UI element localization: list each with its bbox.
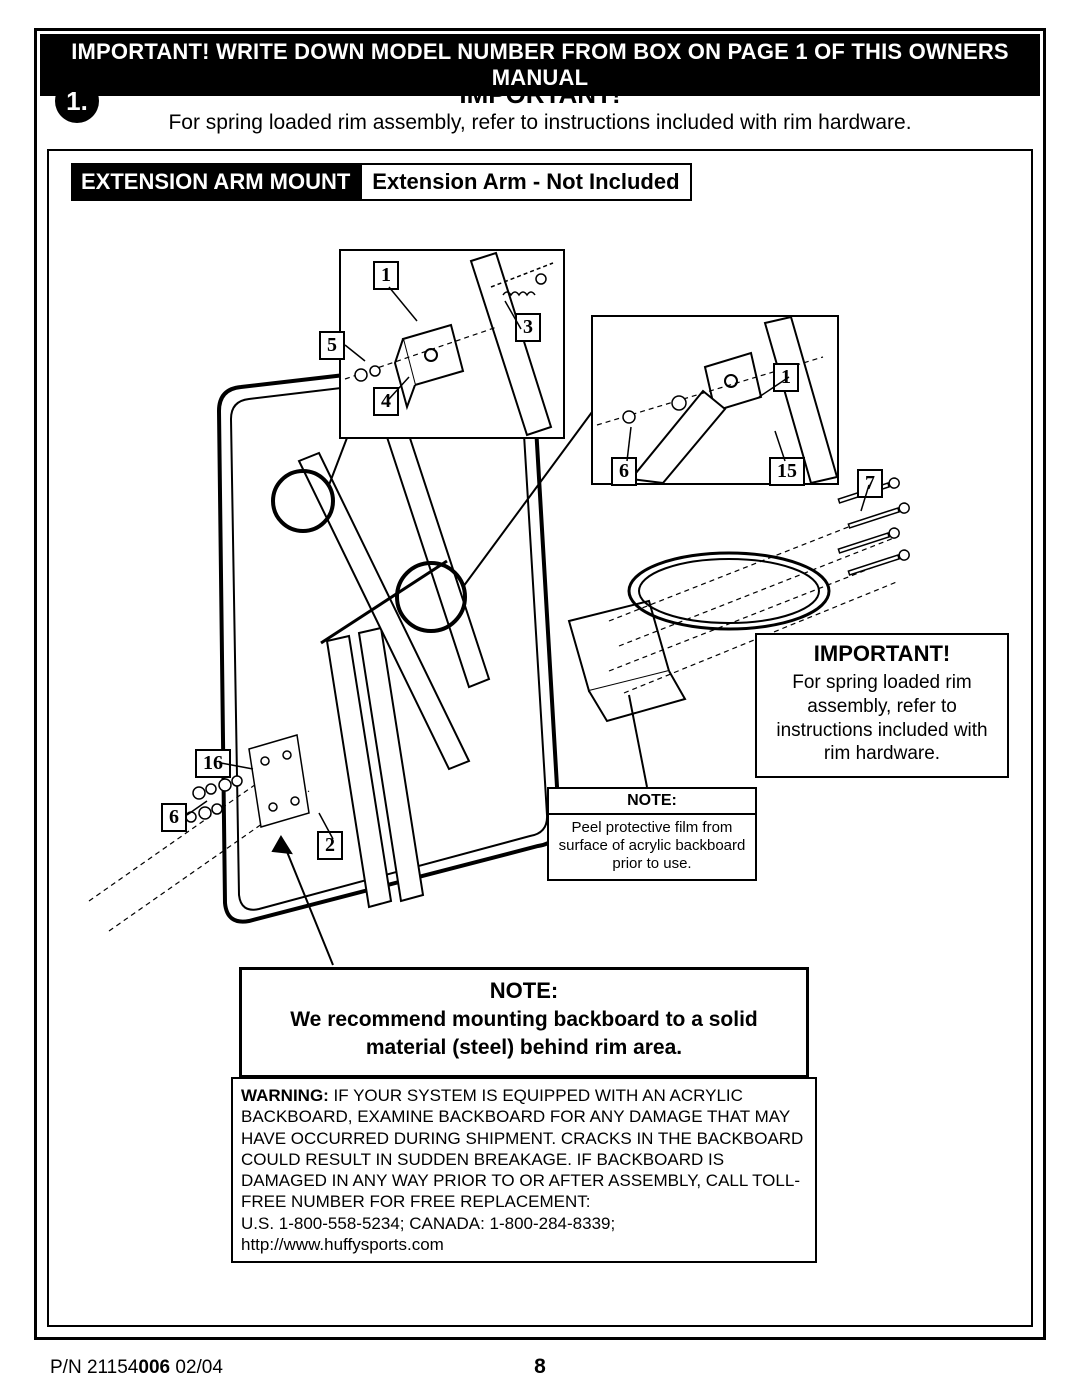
callout-1b: 1 [773,363,799,392]
diagram-frame: EXTENSION ARM MOUNT Extension Arm - Not … [47,149,1033,1327]
important-subtext: For spring loaded rim assembly, refer to… [37,111,1043,135]
callout-5: 5 [319,331,345,360]
callout-6b: 6 [161,803,187,832]
warning-box: WARNING: IF YOUR SYSTEM IS EQUIPPED WITH… [231,1077,817,1263]
diagram-area: 1 3 5 4 1 6 15 7 16 6 2 [49,201,1031,1325]
side-important-body: For spring loaded rim assembly, refer to… [765,671,999,766]
note-small-box: NOTE: Peel protective film from surface … [547,787,757,881]
page-number: 8 [0,1355,1080,1379]
callout-3: 3 [515,313,541,342]
callout-16: 16 [195,749,231,778]
extension-arm-label-black: EXTENSION ARM MOUNT [71,163,360,201]
callout-7: 7 [857,469,883,498]
warning-contact: U.S. 1-800-558-5234; CANADA: 1-800-284-8… [241,1213,807,1256]
side-important-box: IMPORTANT! For spring loaded rim assembl… [755,633,1009,778]
callout-4: 4 [373,387,399,416]
callout-6a: 6 [611,457,637,486]
note-big-box: NOTE: We recommend mounting backboard to… [239,967,809,1078]
important-heading: IMPORTANT! [37,79,1043,110]
note-small-header: NOTE: [549,789,755,815]
callout-1a: 1 [373,261,399,290]
page-frame: IMPORTANT! WRITE DOWN MODEL NUMBER FROM … [34,28,1046,1340]
warning-label: WARNING: [241,1086,329,1105]
extension-arm-label-white: Extension Arm - Not Included [360,163,691,201]
note-big-body: We recommend mounting backboard to a sol… [252,1006,796,1063]
note-big-header: NOTE: [252,978,796,1004]
callout-15: 15 [769,457,805,486]
side-important-title: IMPORTANT! [765,641,999,667]
note-small-body: Peel protective film from surface of acr… [549,815,755,879]
callout-2: 2 [317,831,343,860]
extension-arm-label: EXTENSION ARM MOUNT Extension Arm - Not … [71,163,692,201]
